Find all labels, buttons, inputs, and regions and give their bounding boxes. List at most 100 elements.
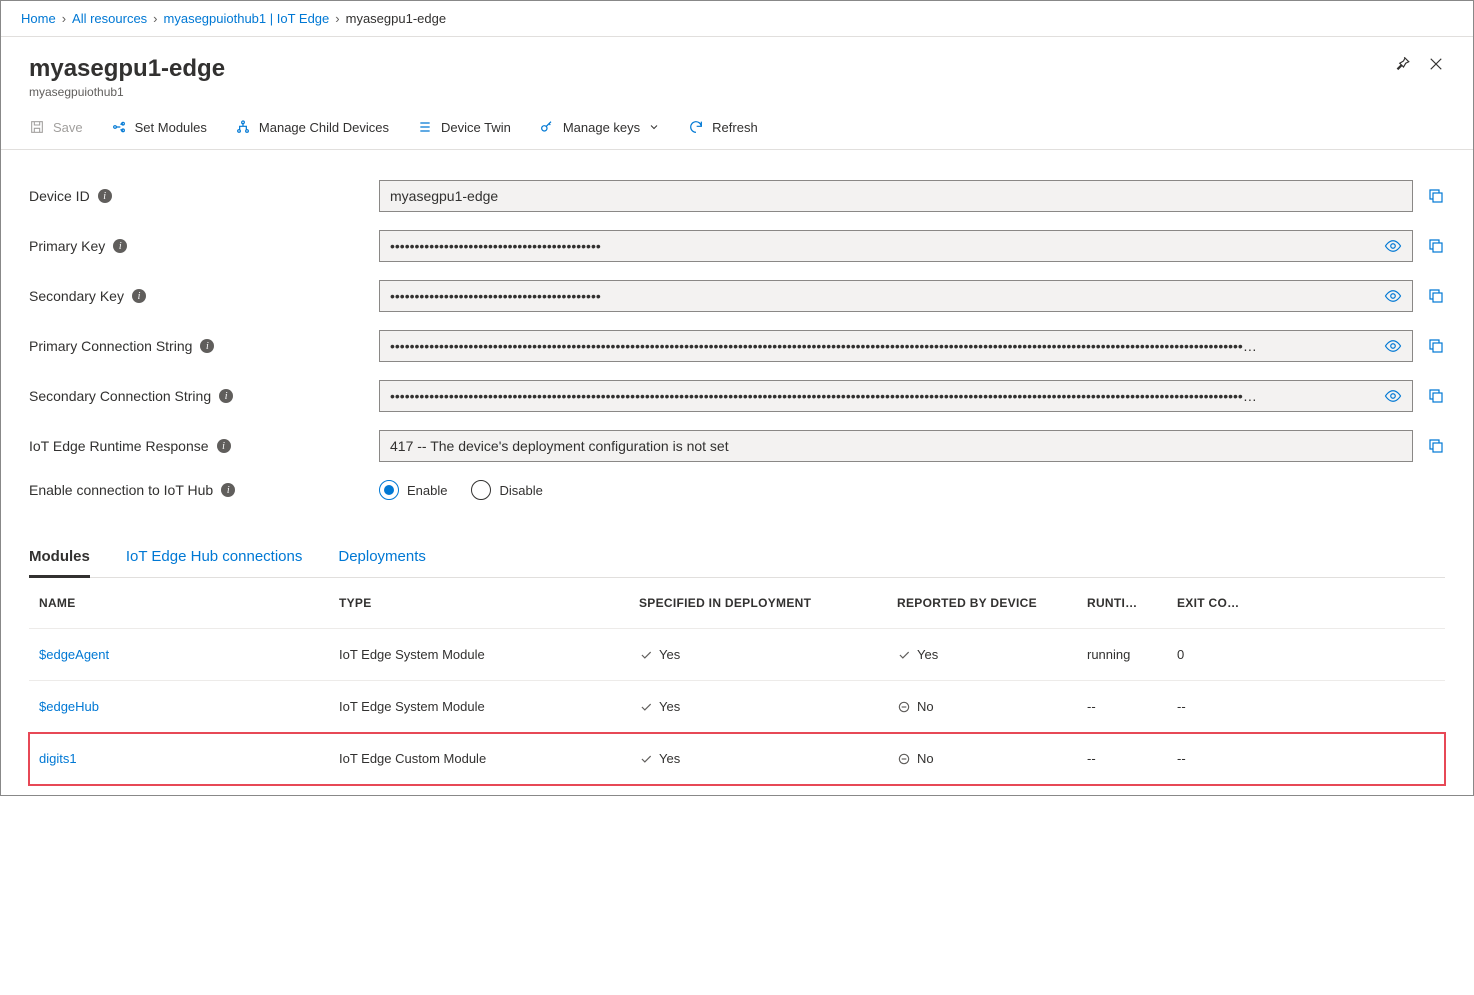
col-name[interactable]: NAME	[39, 596, 339, 610]
table-header: NAME TYPE SPECIFIED IN DEPLOYMENT REPORT…	[29, 578, 1445, 629]
module-reported: No	[897, 699, 1087, 714]
modules-table: NAME TYPE SPECIFIED IN DEPLOYMENT REPORT…	[29, 578, 1445, 785]
module-reported: Yes	[897, 647, 1087, 662]
primary-key-input: ••••••••••••••••••••••••••••••••••••••••…	[379, 230, 1413, 262]
module-name-link[interactable]: $edgeHub	[39, 699, 99, 714]
disable-radio-label: Disable	[499, 483, 542, 498]
command-bar: Save Set Modules Manage Child Devices De…	[1, 111, 1473, 150]
info-icon[interactable]: i	[219, 389, 233, 403]
refresh-label: Refresh	[712, 120, 758, 135]
copy-icon[interactable]	[1427, 437, 1445, 455]
reveal-icon[interactable]	[1384, 287, 1402, 305]
primary-cs-value: ••••••••••••••••••••••••••••••••••••••••…	[390, 338, 1257, 354]
table-row[interactable]: digits1IoT Edge Custom ModuleYesNo----	[29, 733, 1445, 785]
col-exit[interactable]: EXIT CO…	[1177, 596, 1257, 610]
field-secondary-cs: Secondary Connection String i ••••••••••…	[29, 380, 1445, 412]
module-specified: Yes	[639, 699, 897, 714]
copy-icon[interactable]	[1427, 337, 1445, 355]
breadcrumb-home[interactable]: Home	[21, 11, 56, 26]
secondary-cs-label: Secondary Connection String	[29, 388, 211, 404]
primary-key-label: Primary Key	[29, 238, 105, 254]
close-icon[interactable]	[1427, 55, 1445, 73]
info-icon[interactable]: i	[221, 483, 235, 497]
key-icon	[539, 119, 555, 135]
primary-key-value: ••••••••••••••••••••••••••••••••••••••••…	[390, 238, 601, 254]
field-device-id: Device ID i myasegpu1-edge	[29, 180, 1445, 212]
device-id-label: Device ID	[29, 188, 90, 204]
module-type: IoT Edge System Module	[339, 699, 639, 714]
tab-modules[interactable]: Modules	[29, 540, 90, 578]
col-specified[interactable]: SPECIFIED IN DEPLOYMENT	[639, 596, 897, 610]
secondary-key-value: ••••••••••••••••••••••••••••••••••••••••…	[390, 288, 601, 304]
hierarchy-icon	[235, 119, 251, 135]
field-enable-connection: Enable connection to IoT Hub i Enable Di…	[29, 480, 1445, 500]
copy-icon[interactable]	[1427, 187, 1445, 205]
module-exit: --	[1177, 699, 1257, 714]
field-secondary-key: Secondary Key i ••••••••••••••••••••••••…	[29, 280, 1445, 312]
runtime-value: 417 -- The device's deployment configura…	[390, 438, 729, 454]
tabs: Modules IoT Edge Hub connections Deploym…	[29, 540, 1445, 578]
enable-radio[interactable]: Enable	[379, 480, 447, 500]
modules-icon	[111, 119, 127, 135]
info-icon[interactable]: i	[132, 289, 146, 303]
manage-keys-label: Manage keys	[563, 120, 640, 135]
primary-cs-input: ••••••••••••••••••••••••••••••••••••••••…	[379, 330, 1413, 362]
breadcrumb-iothub[interactable]: myasegpuiothub1 | IoT Edge	[164, 11, 330, 26]
info-icon[interactable]: i	[217, 439, 231, 453]
pin-icon[interactable]	[1393, 55, 1411, 73]
copy-icon[interactable]	[1427, 237, 1445, 255]
page-title: myasegpu1-edge	[29, 55, 225, 83]
set-modules-button[interactable]: Set Modules	[111, 119, 207, 135]
col-runtime[interactable]: RUNTI…	[1087, 596, 1177, 610]
radio-icon	[379, 480, 399, 500]
tab-deployments[interactable]: Deployments	[338, 540, 426, 578]
table-row[interactable]: $edgeAgentIoT Edge System ModuleYesYesru…	[29, 629, 1445, 681]
chevron-down-icon	[648, 121, 660, 133]
save-button: Save	[29, 119, 83, 135]
device-twin-button[interactable]: Device Twin	[417, 119, 511, 135]
tab-connections[interactable]: IoT Edge Hub connections	[126, 540, 303, 578]
runtime-label: IoT Edge Runtime Response	[29, 438, 209, 454]
info-icon[interactable]: i	[200, 339, 214, 353]
field-primary-key: Primary Key i ••••••••••••••••••••••••••…	[29, 230, 1445, 262]
secondary-cs-input: ••••••••••••••••••••••••••••••••••••••••…	[379, 380, 1413, 412]
runtime-input: 417 -- The device's deployment configura…	[379, 430, 1413, 462]
manage-keys-button[interactable]: Manage keys	[539, 119, 660, 135]
save-icon	[29, 119, 45, 135]
reveal-icon[interactable]	[1384, 387, 1402, 405]
enable-radio-label: Enable	[407, 483, 447, 498]
reveal-icon[interactable]	[1384, 337, 1402, 355]
manage-child-label: Manage Child Devices	[259, 120, 389, 135]
breadcrumb-current: myasegpu1-edge	[346, 11, 446, 26]
device-twin-label: Device Twin	[441, 120, 511, 135]
col-reported[interactable]: REPORTED BY DEVICE	[897, 596, 1087, 610]
info-icon[interactable]: i	[98, 189, 112, 203]
reveal-icon[interactable]	[1384, 237, 1402, 255]
copy-icon[interactable]	[1427, 287, 1445, 305]
primary-cs-label: Primary Connection String	[29, 338, 192, 354]
breadcrumb-separator: ›	[62, 11, 66, 26]
module-name-link[interactable]: digits1	[39, 751, 77, 766]
list-icon	[417, 119, 433, 135]
field-runtime: IoT Edge Runtime Response i 417 -- The d…	[29, 430, 1445, 462]
breadcrumb-separator: ›	[153, 11, 157, 26]
info-icon[interactable]: i	[113, 239, 127, 253]
col-type[interactable]: TYPE	[339, 596, 639, 610]
page-header: myasegpu1-edge myasegpuiothub1	[1, 37, 1473, 111]
table-row[interactable]: $edgeHubIoT Edge System ModuleYesNo----	[29, 681, 1445, 733]
module-specified: Yes	[639, 751, 897, 766]
module-reported: No	[897, 751, 1087, 766]
secondary-key-input: ••••••••••••••••••••••••••••••••••••••••…	[379, 280, 1413, 312]
manage-child-button[interactable]: Manage Child Devices	[235, 119, 389, 135]
breadcrumb-all-resources[interactable]: All resources	[72, 11, 147, 26]
breadcrumb: Home › All resources › myasegpuiothub1 |…	[1, 1, 1473, 37]
content-area: Device ID i myasegpu1-edge Primary Key i…	[1, 150, 1473, 795]
disable-radio[interactable]: Disable	[471, 480, 542, 500]
module-runtime: --	[1087, 699, 1177, 714]
module-type: IoT Edge Custom Module	[339, 751, 639, 766]
module-name-link[interactable]: $edgeAgent	[39, 647, 109, 662]
refresh-icon	[688, 119, 704, 135]
module-exit: --	[1177, 751, 1257, 766]
copy-icon[interactable]	[1427, 387, 1445, 405]
refresh-button[interactable]: Refresh	[688, 119, 758, 135]
